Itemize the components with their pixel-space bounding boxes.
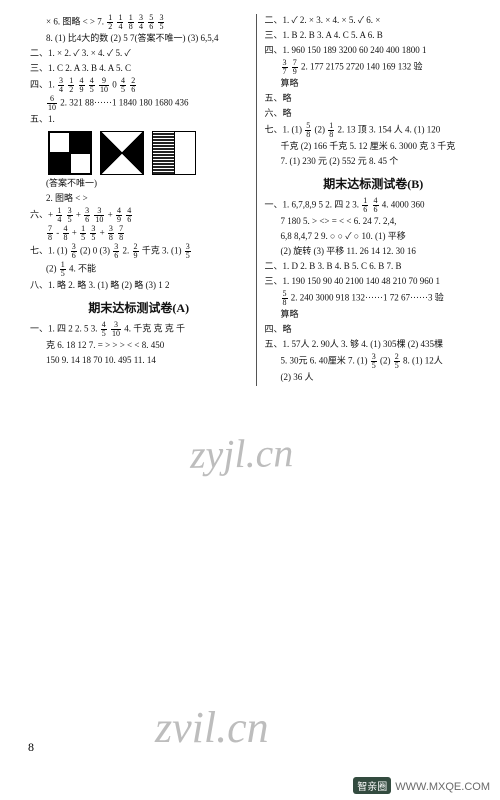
text-line: 七、1. (1) 58 (2) 18 2. 13 顶 3. 154 人 4. (… [265, 122, 483, 139]
text-line: 四、1. 960 150 189 3200 60 240 400 1800 1 [265, 44, 483, 58]
text-line: 78 - 48 + 15 35 + 38 78 [30, 225, 248, 242]
text-line: × 6. 图略 < > 7. 12 14 18 34 56 35 [30, 14, 248, 31]
text-line: 8. (1) 比4大的数 (2) 5 7(答案不唯一) (3) 6,5,4 [30, 32, 248, 46]
footer-credit: 智亲圈 WWW.MXQE.COM [353, 777, 490, 794]
text-line: 一、1. 6,7,8,9 5 2. 四 2 3. 16 46 4. 4000 3… [265, 197, 483, 214]
footer-brand: 智亲圈 [353, 777, 391, 794]
text-line: 千克 (2) 166 千克 5. 12 厘米 6. 3000 克 3 千克 [265, 140, 483, 154]
text-line: 6,8 8,4,7 2 9. ○ ○ ✓ ○ 10. (1) 平移 [265, 230, 483, 244]
left-column: × 6. 图略 < > 7. 12 14 18 34 56 35 8. (1) … [30, 14, 257, 386]
grid-square-1 [48, 131, 92, 175]
text-line: 三、1. C 2. A 3. B 4. A 5. C [30, 62, 248, 76]
right-column: 二、1. ✓ 2. × 3. × 4. × 5. ✓ 6. × 三、1. B 2… [257, 14, 483, 386]
text-line: 八、1. 略 2. 略 3. (1) 略 (2) 略 (3) 1 2 [30, 279, 248, 293]
text-line: 四、略 [265, 323, 483, 337]
diagonal-square [100, 131, 144, 175]
text-line: (2) 36 人 [265, 371, 483, 385]
watermark-1: zyjl.cn [190, 429, 294, 478]
heading-exam-b: 期末达标测试卷(B) [265, 175, 483, 194]
watermark-2: zvil.cn [155, 702, 269, 753]
text-line: (2) 旋转 (3) 平移 11. 26 14 12. 30 16 [265, 245, 483, 259]
half-hatched-square [152, 131, 196, 175]
text-line: 5. 30元 6. 40厘米 7. (1) 35 (2) 25 8. (1) 1… [265, 353, 483, 370]
text-line: 三、1. 190 150 90 40 2100 140 48 210 70 96… [265, 275, 483, 289]
text-line: 58 2. 240 3000 918 132······1 72 67·····… [265, 290, 483, 307]
text-line: 四、1. 34 12 49 45 910 0 45 26 [30, 77, 248, 94]
text-line: 三、1. B 2. B 3. A 4. C 5. A 6. B [265, 29, 483, 43]
text-line: 六、略 [265, 107, 483, 121]
text-line: 二、1. ✓ 2. × 3. × 4. × 5. ✓ 6. × [265, 14, 483, 28]
text-line: (2) 15 4. 不能 [30, 261, 248, 278]
text-line: 7 180 5. > <> = < < 6. 24 7. 2,4, [265, 215, 483, 229]
text-line: 五、1. 57人 2. 90人 3. 够 4. (1) 305棵 (2) 435… [265, 338, 483, 352]
text-line: 二、1. × 2. ✓ 3. × 4. ✓ 5. ✓ [30, 47, 248, 61]
text-line: 37 79 2. 177 2175 2720 140 169 132 验 [265, 59, 483, 76]
text-line: 五、略 [265, 92, 483, 106]
text-line: 算略 [265, 308, 483, 322]
text-line: 二、1. D 2. B 3. B 4. B 5. C 6. B 7. B [265, 260, 483, 274]
text-line: (答案不唯一) [30, 177, 248, 191]
two-column-layout: × 6. 图略 < > 7. 12 14 18 34 56 35 8. (1) … [0, 0, 500, 386]
text-line: 算略 [265, 77, 483, 91]
text-line: 六、+ 14 35 + 36 310 + 49 46 [30, 207, 248, 224]
text-line: 五、1. [30, 113, 248, 127]
diagram-row [48, 131, 248, 175]
text-line: 7. (1) 230 元 (2) 552 元 8. 45 个 [265, 155, 483, 169]
text-line: 克 6. 18 12 7. = > > > < < 8. 450 [30, 339, 248, 353]
text-line: 610 2. 321 88······1 1840 180 1680 436 [30, 95, 248, 112]
text-line: 2. 图略 < > [30, 192, 248, 206]
footer-url: WWW.MXQE.COM [395, 781, 490, 793]
heading-exam-a: 期末达标测试卷(A) [30, 299, 248, 318]
page-number: 8 [28, 740, 34, 755]
text-line: 七、1. (1) 36 (2) 0 (3) 36 2. 29 千克 3. (1)… [30, 243, 248, 260]
text-line: 一、1. 四 2 2. 5 3. 45 310 4. 千克 克 克 千 [30, 321, 248, 338]
text-line: 150 9. 14 18 70 10. 495 11. 14 [30, 354, 248, 368]
